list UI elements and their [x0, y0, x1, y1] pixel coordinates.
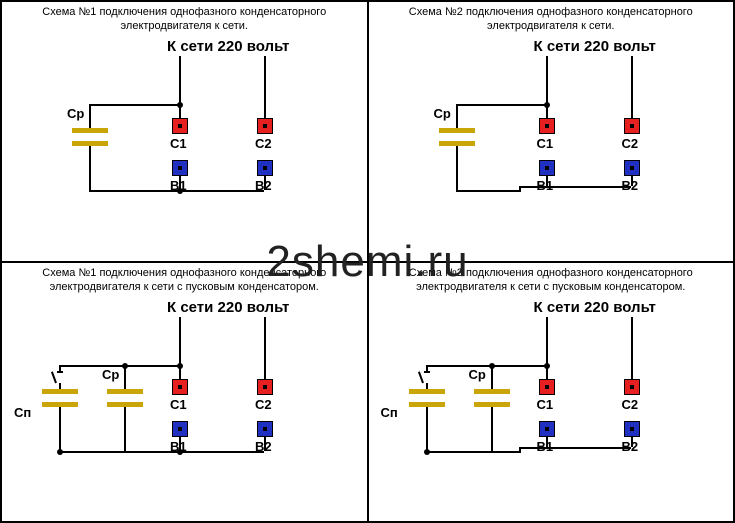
wire-top-bus — [89, 104, 179, 106]
capacitor-cp — [439, 128, 475, 146]
wire-cap-bot — [124, 407, 126, 451]
wire-main-2 — [631, 56, 633, 118]
label-c1: С1 — [170, 136, 187, 151]
wire-b-join — [546, 186, 631, 188]
label-cn: Сп — [14, 405, 31, 420]
terminal-c1 — [172, 379, 188, 395]
label-cp: Ср — [102, 367, 119, 382]
label-c2: С2 — [622, 136, 639, 151]
wire-main-2 — [264, 317, 266, 379]
cell-3: Схема №2 подключения однофазного конденс… — [368, 262, 735, 523]
label-c2: С2 — [622, 397, 639, 412]
wire-join-left — [519, 447, 546, 449]
terminal-c2 — [624, 118, 640, 134]
voltage-label: К сети 220 вольт — [534, 299, 656, 316]
schematic-grid: 2shemi.ru Схема №1 подключения однофазно… — [0, 0, 735, 523]
start-switch — [422, 365, 432, 389]
wire-cap-bot — [89, 146, 91, 190]
wire-b1-stub — [546, 437, 548, 447]
wire-top-bus-ext — [426, 365, 491, 367]
node-b1 — [177, 188, 183, 194]
start-switch — [55, 365, 65, 389]
wire-top-bus — [491, 365, 546, 367]
cell-title: Схема №2 подключения однофазного конденс… — [369, 2, 734, 37]
wire-main-1 — [179, 56, 181, 118]
wire-b-join — [546, 447, 631, 449]
wire-cn-bot — [426, 407, 428, 451]
label-cn: Сп — [381, 405, 398, 420]
label-cp: Ср — [434, 106, 451, 121]
label-cp: Ср — [469, 367, 486, 382]
voltage-label: К сети 220 вольт — [167, 38, 289, 55]
wire-main-2 — [264, 56, 266, 118]
wire-cap-top — [89, 104, 91, 128]
label-cp: Ср — [67, 106, 84, 121]
terminal-b1 — [172, 160, 188, 176]
terminal-b1 — [539, 160, 555, 176]
wire-b2-down — [264, 437, 266, 451]
wire-main-1 — [179, 317, 181, 379]
terminal-c1 — [539, 379, 555, 395]
wire-bottom-bus — [426, 451, 521, 453]
wire-b1-stub — [546, 176, 548, 186]
wire-cn-bot — [59, 407, 61, 451]
wire-top-bus — [124, 365, 179, 367]
wire-cap-bot — [491, 407, 493, 451]
node-b1 — [177, 449, 183, 455]
capacitor-cn — [42, 389, 78, 407]
wire-join-left — [519, 186, 546, 188]
voltage-label: К сети 220 вольт — [534, 38, 656, 55]
terminal-b2 — [624, 421, 640, 437]
terminal-b2 — [257, 421, 273, 437]
capacitor-cp — [474, 389, 510, 407]
wire-b2-stub — [631, 176, 633, 186]
cell-title: Схема №2 подключения однофазного конденс… — [369, 263, 734, 298]
terminal-c1 — [172, 118, 188, 134]
wire-top-bus-ext — [59, 365, 124, 367]
terminal-c1 — [539, 118, 555, 134]
wire-main-1 — [546, 317, 548, 379]
cell-1: Схема №2 подключения однофазного конденс… — [368, 1, 735, 262]
label-c2: С2 — [255, 136, 272, 151]
wire-bottom-bus — [456, 190, 521, 192]
cell-0: Схема №1 подключения однофазного конденс… — [1, 1, 368, 262]
cell-title: Схема №1 подключения однофазного конденс… — [2, 263, 367, 298]
voltage-label: К сети 220 вольт — [167, 299, 289, 316]
label-c1: С1 — [537, 136, 554, 151]
capacitor-cn — [409, 389, 445, 407]
capacitor-cp — [107, 389, 143, 407]
wire-main-1 — [546, 56, 548, 118]
wire-cap-bot — [456, 146, 458, 190]
terminal-c2 — [257, 118, 273, 134]
label-c1: С1 — [170, 397, 187, 412]
terminal-b2 — [624, 160, 640, 176]
terminal-c2 — [257, 379, 273, 395]
cell-2: Схема №1 подключения однофазного конденс… — [1, 262, 368, 523]
terminal-b1 — [172, 421, 188, 437]
wire-main-2 — [631, 317, 633, 379]
label-c2: С2 — [255, 397, 272, 412]
terminal-b2 — [257, 160, 273, 176]
label-c1: С1 — [537, 397, 554, 412]
wire-top-bus — [456, 104, 546, 106]
wire-b2-down — [264, 176, 266, 190]
capacitor-cp — [72, 128, 108, 146]
wire-cap-top — [456, 104, 458, 128]
wire-bottom-bus — [59, 451, 264, 453]
terminal-b1 — [539, 421, 555, 437]
wire-b2-stub — [631, 437, 633, 447]
terminal-c2 — [624, 379, 640, 395]
cell-title: Схема №1 подключения однофазного конденс… — [2, 2, 367, 37]
